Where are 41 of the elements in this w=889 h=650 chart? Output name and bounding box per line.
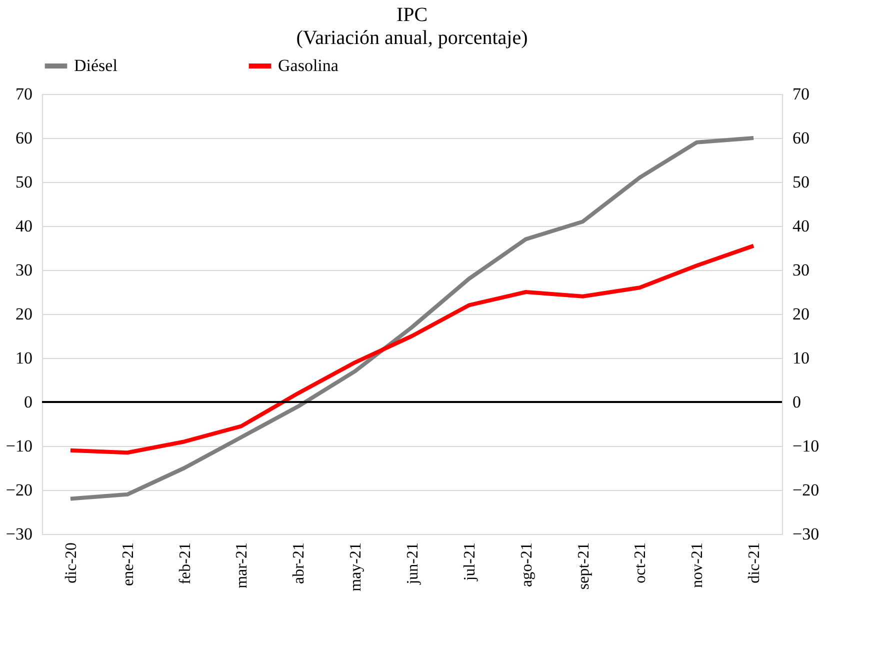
x-tick-label: oct-21	[632, 542, 650, 584]
chart-title: IPC	[396, 4, 428, 26]
y2-tick-label: 20	[792, 304, 810, 324]
line-series	[68, 244, 756, 455]
y-tick-label: 10	[16, 348, 32, 368]
y-tick-label: −10	[6, 436, 32, 456]
legend-label: Diésel	[74, 56, 118, 75]
y-tick-label: 30	[16, 260, 32, 280]
line-series	[68, 136, 756, 501]
y2-tick-label: 40	[792, 216, 810, 236]
x-tick-label: feb-21	[176, 542, 194, 584]
x-tick-label: jul-21	[461, 542, 478, 582]
y-tick-label: 70	[16, 84, 32, 104]
x-tick-label: dic-20	[62, 542, 80, 584]
y2-tick-label: 50	[792, 172, 810, 192]
y-tick-label: −20	[6, 480, 32, 500]
y-tick-label: 40	[16, 216, 32, 236]
x-tick-label: dic-21	[746, 542, 764, 584]
y2-tick-label: 0	[792, 392, 801, 412]
x-tick-label: abr-21	[290, 542, 308, 584]
y-tick-label: −30	[6, 524, 32, 544]
x-tick-label: nov-21	[689, 542, 706, 588]
y2-tick-label: −30	[792, 524, 820, 544]
x-tick-label: mar-21	[234, 542, 251, 588]
y2-tick-label: −20	[792, 480, 820, 500]
x-tick-label: ago-21	[518, 542, 536, 587]
legend-label: Gasolina	[278, 56, 339, 75]
y-tick-label: 50	[16, 172, 32, 192]
chart-subtitle: (Variación anual, porcentaje)	[296, 27, 528, 49]
y2-tick-label: −10	[792, 436, 820, 456]
x-tick-label: jun-21	[404, 542, 422, 586]
y2-tick-label: 10	[792, 348, 810, 368]
y-tick-label: 20	[16, 304, 32, 324]
y2-tick-label: 30	[792, 260, 810, 280]
y2-tick-label: 60	[792, 128, 810, 148]
x-tick-label: sept-21	[575, 542, 592, 590]
x-tick-label: ene-21	[120, 542, 137, 586]
y2-tick-label: 70	[792, 84, 810, 104]
x-tick-label: may-21	[348, 542, 365, 592]
y-tick-label: 60	[16, 128, 32, 148]
y-tick-label: 0	[24, 392, 32, 412]
